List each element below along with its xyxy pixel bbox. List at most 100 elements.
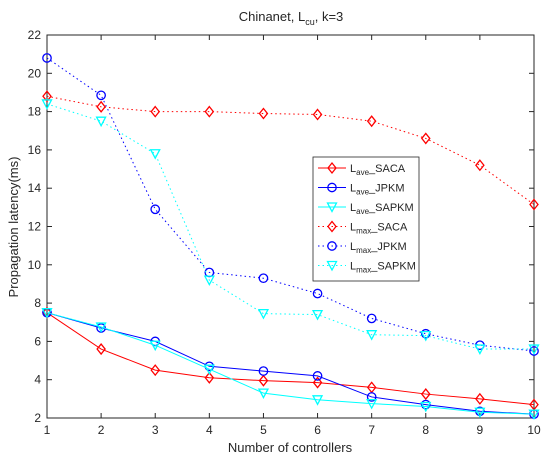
data-point — [366, 398, 378, 410]
series-max-saca — [42, 90, 539, 211]
data-point — [258, 107, 269, 120]
plot-area — [46, 34, 535, 419]
data-point — [475, 159, 485, 172]
legend-label: Lave_SAPKM — [350, 202, 414, 216]
legend-label: Lave_SACA — [350, 163, 406, 177]
legend: Lave_SACA Lave_JPKM Lave_SAPKM Lmax_SACA Lma… — [312, 156, 420, 282]
data-point — [149, 149, 161, 160]
legend-marker — [327, 182, 337, 193]
x-tick-label: 5 — [260, 423, 267, 437]
x-tick-label: 1 — [44, 423, 51, 437]
series-line — [46, 312, 535, 415]
data-point — [41, 99, 53, 110]
legend-label: Lmax_JPKM — [350, 241, 407, 255]
data-point — [474, 407, 486, 419]
y-tick-label: 8 — [34, 296, 41, 310]
legend-label: Lave_JPKM — [350, 183, 405, 197]
y-axis: 2 4 6 8 10 12 14 16 18 20 22 — [28, 28, 534, 425]
series-line — [46, 312, 535, 406]
data-point — [474, 344, 486, 355]
y-tick-label: 22 — [28, 28, 42, 42]
x-axis-label: Number of controllers — [228, 440, 353, 455]
x-tick-label: 2 — [98, 423, 105, 437]
data-point — [366, 115, 377, 128]
data-point — [366, 392, 377, 402]
y-tick-label: 6 — [34, 334, 41, 348]
legend-marker — [327, 241, 337, 251]
x-tick-label: 7 — [368, 423, 375, 437]
series-max-sapkm — [41, 99, 540, 355]
data-point — [95, 322, 107, 333]
data-point — [149, 340, 161, 352]
legend-box — [312, 156, 420, 282]
data-point — [420, 331, 432, 342]
data-point — [258, 273, 269, 284]
data-point — [204, 105, 215, 118]
legend-item: Lmax_SACA — [318, 220, 408, 236]
y-tick-label: 20 — [28, 66, 42, 80]
y-tick-label: 2 — [34, 411, 41, 425]
data-point — [96, 100, 106, 113]
data-point — [203, 275, 215, 287]
series-max-jpkm — [42, 53, 539, 356]
legend-item: Lave_SAPKM — [318, 202, 414, 216]
y-tick-label: 14 — [28, 181, 42, 195]
x-axis: 1 2 3 4 5 6 7 8 9 10 — [44, 35, 541, 437]
legend-item: Lmax_JPKM — [318, 241, 407, 255]
data-point — [311, 309, 324, 321]
data-point — [528, 344, 540, 355]
data-point — [150, 204, 161, 215]
data-point — [420, 132, 431, 145]
legend-marker — [327, 220, 337, 233]
x-tick-label: 4 — [206, 423, 213, 437]
data-point — [420, 399, 431, 410]
y-tick-label: 16 — [28, 143, 42, 157]
data-point — [41, 308, 53, 319]
series-ave-sapkm — [41, 308, 540, 421]
chart-title: Chinanet, Lcu, k=3 — [239, 9, 344, 27]
legend-marker — [327, 161, 337, 175]
data-point — [96, 343, 106, 356]
legend-label: Lmax_SACA — [350, 222, 408, 236]
data-point — [312, 371, 323, 381]
data-point — [42, 53, 52, 63]
data-point — [150, 364, 161, 377]
legend-item: Lmax_SAPKM — [318, 261, 416, 275]
x-tick-label: 9 — [477, 423, 484, 437]
data-point — [257, 388, 270, 399]
y-tick-label: 10 — [28, 258, 42, 272]
data-point — [420, 388, 431, 401]
data-point — [366, 330, 378, 341]
data-point — [204, 371, 215, 384]
legend-marker — [326, 260, 338, 272]
data-point — [258, 374, 269, 387]
x-tick-label: 10 — [527, 423, 541, 437]
series-layer — [41, 53, 540, 421]
data-point — [475, 392, 485, 405]
data-point — [420, 401, 432, 413]
data-point — [258, 366, 269, 376]
data-point — [420, 328, 431, 339]
data-point — [528, 409, 540, 421]
data-point — [42, 90, 52, 103]
data-point — [312, 376, 323, 389]
y-axis-label: Propagation latency(ms) — [6, 157, 21, 298]
data-point — [311, 395, 324, 406]
x-tick-label: 6 — [314, 423, 321, 437]
legend-item: Lave_JPKM — [318, 183, 405, 197]
data-point — [150, 105, 161, 118]
data-point — [312, 108, 323, 121]
data-point — [366, 313, 377, 324]
y-tick-label: 12 — [28, 220, 42, 234]
x-tick-label: 8 — [422, 423, 429, 437]
legend-item: Lave_SACA — [318, 161, 406, 177]
series-line — [46, 312, 535, 415]
legend-marker — [326, 202, 338, 213]
legend-label: Lmax_SAPKM — [350, 261, 416, 275]
y-tick-label: 18 — [28, 105, 42, 119]
data-point — [529, 346, 539, 356]
data-point — [203, 364, 215, 376]
data-point — [257, 308, 270, 320]
data-point — [96, 90, 106, 101]
